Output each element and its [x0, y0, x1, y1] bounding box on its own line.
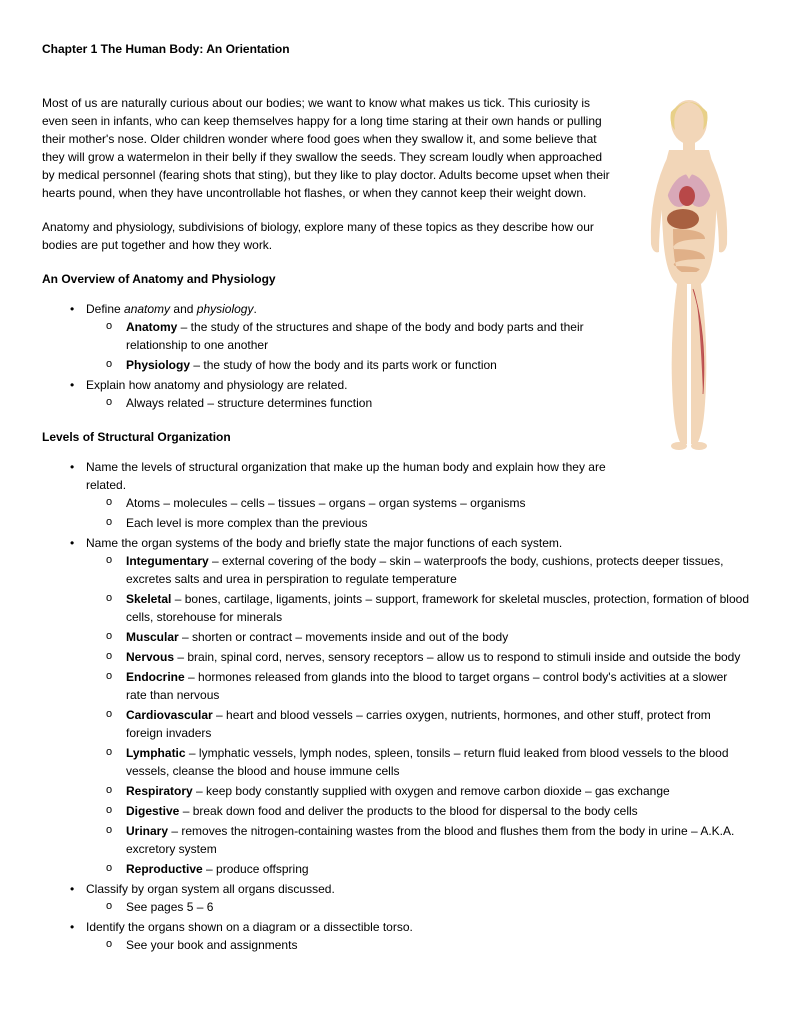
list-item: Nervous – brain, spinal cord, nerves, se… [126, 648, 749, 666]
list-item: Always related – structure determines fu… [126, 394, 749, 412]
list-item: Digestive – break down food and deliver … [126, 802, 749, 820]
list-item: Endocrine – hormones released from gland… [126, 668, 749, 704]
list-item: Muscular – shorten or contract – movemen… [126, 628, 749, 646]
list-item: Identify the organs shown on a diagram o… [86, 918, 749, 954]
list-item: Atoms – molecules – cells – tissues – or… [126, 494, 749, 512]
list-item: Anatomy – the study of the structures an… [126, 318, 749, 354]
list-item: Reproductive – produce offspring [126, 860, 749, 878]
section-a-list: Define anatomy and physiology. Anatomy –… [42, 300, 749, 412]
list-item: Explain how anatomy and physiology are r… [86, 376, 749, 412]
content: Most of us are naturally curious about o… [42, 94, 749, 954]
list-item: Name the levels of structural organizati… [86, 458, 749, 532]
list-item: Name the organ systems of the body and b… [86, 534, 749, 878]
list-item: Lymphatic – lymphatic vessels, lymph nod… [126, 744, 749, 780]
list-item: See pages 5 – 6 [126, 898, 749, 916]
list-item: Skeletal – bones, cartilage, ligaments, … [126, 590, 749, 626]
list-item: Define anatomy and physiology. Anatomy –… [86, 300, 749, 374]
section-b-list: Name the levels of structural organizati… [42, 458, 749, 954]
list-item: Urinary – removes the nitrogen-containin… [126, 822, 749, 858]
list-item: Integumentary – external covering of the… [126, 552, 749, 588]
list-item: Each level is more complex than the prev… [126, 514, 749, 532]
list-item: Cardiovascular – heart and blood vessels… [126, 706, 749, 742]
list-item: Physiology – the study of how the body a… [126, 356, 749, 374]
list-item: Classify by organ system all organs disc… [86, 880, 749, 916]
list-item: See your book and assignments [126, 936, 749, 954]
chapter-title: Chapter 1 The Human Body: An Orientation [42, 40, 749, 58]
list-item: Respiratory – keep body constantly suppl… [126, 782, 749, 800]
